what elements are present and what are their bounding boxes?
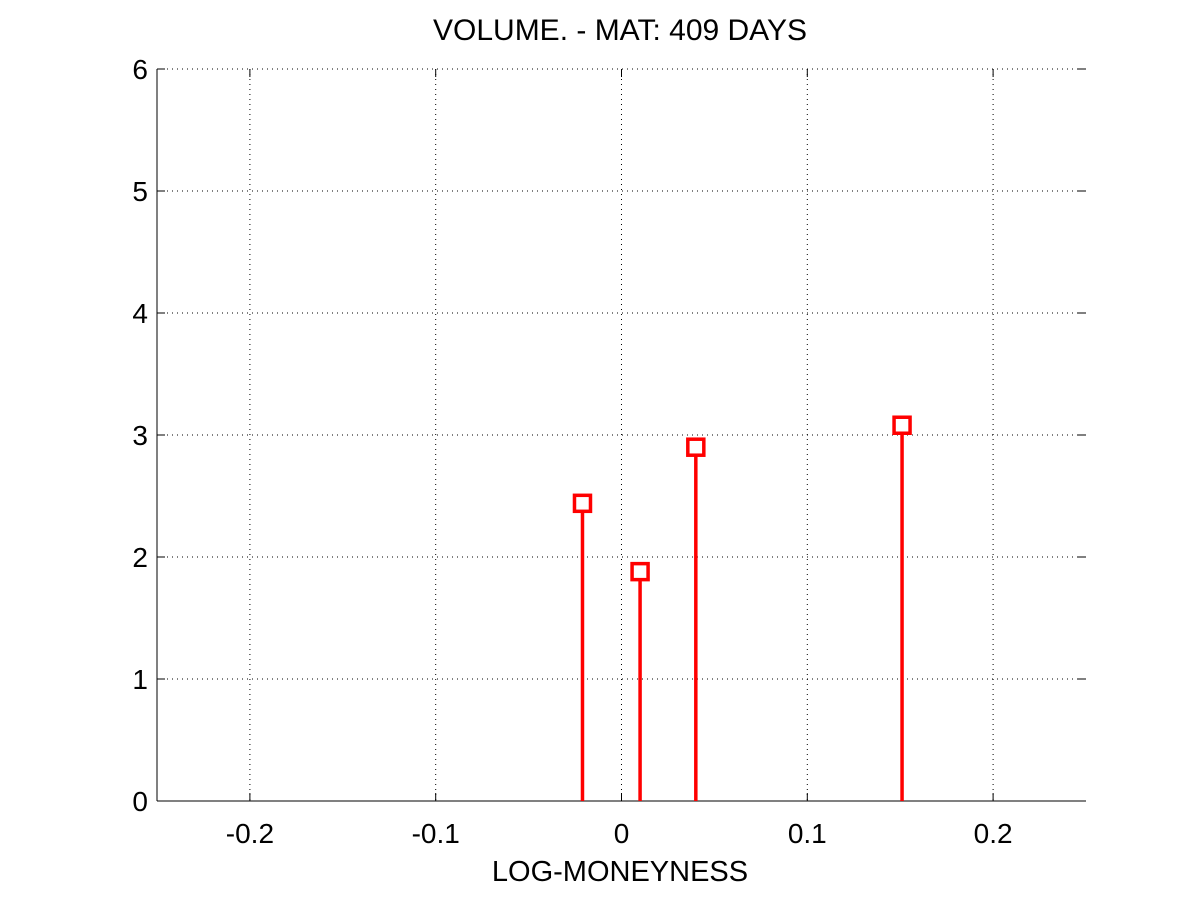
y-tick-label: 4: [132, 298, 148, 329]
y-tick-label: 3: [132, 420, 148, 451]
x-tick-label: 0.2: [974, 818, 1013, 849]
y-tick-label: 6: [132, 54, 148, 85]
axes: [156, 68, 1086, 802]
square-marker: [686, 437, 706, 457]
y-tick-label: 1: [132, 664, 148, 695]
x-tick-label: 0: [614, 818, 630, 849]
x-tick-label: -0.1: [412, 818, 460, 849]
x-axis-label: LOG-MONEYNESS: [492, 856, 748, 888]
square-marker: [572, 493, 593, 514]
square-marker: [630, 561, 650, 582]
y-tick-label: 0: [132, 786, 148, 817]
square-marker: [892, 415, 912, 435]
y-tick-label: 2: [132, 542, 148, 573]
data-stems: [572, 415, 912, 801]
x-tick-label: 0.1: [788, 818, 827, 849]
y-tick-label: 5: [132, 176, 148, 207]
x-tick-label: -0.2: [226, 818, 274, 849]
chart-title: VOLUME. - MAT: 409 DAYS: [433, 14, 807, 47]
tick-labels: -0.2 -0.1 0 0.1 0.2 0 1 2 3 4 5 6: [132, 54, 1012, 849]
grid-lines: [157, 68, 1086, 802]
